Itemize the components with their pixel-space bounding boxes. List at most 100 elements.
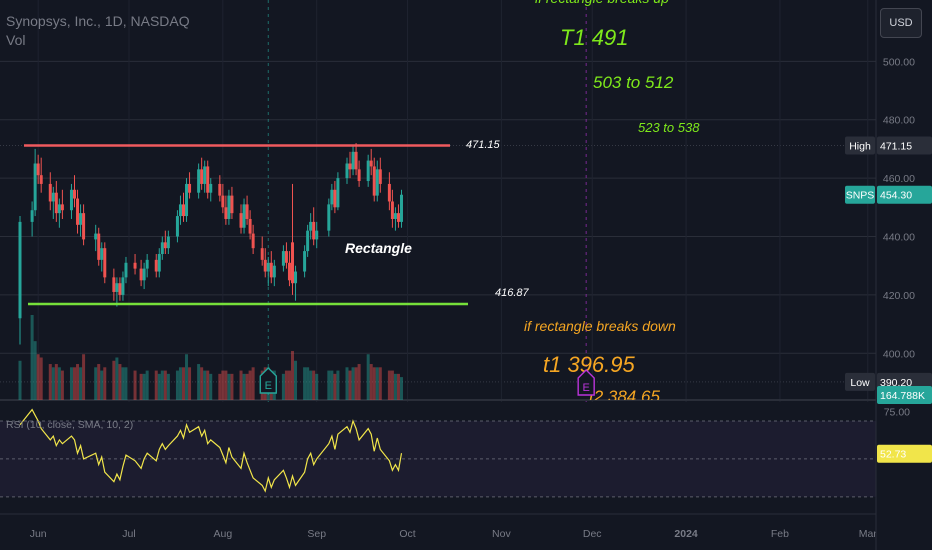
volume-bar [76, 364, 80, 400]
candle-body [309, 221, 313, 231]
candle-body [160, 242, 164, 255]
volume-bar [48, 364, 52, 400]
candle-body [200, 169, 204, 184]
candle-body [115, 283, 119, 292]
x-tick-label: Sep [307, 528, 326, 540]
candle-body [166, 236, 170, 249]
volume-label[interactable]: Vol [6, 32, 26, 48]
candle-body [375, 169, 379, 196]
price-axis-bg [876, 0, 932, 550]
candle-body [345, 163, 349, 179]
rsi-label[interactable]: RSI (10, close, SMA, 10, 2) [6, 419, 133, 431]
volume-bar [160, 370, 164, 400]
volume-bar [133, 370, 137, 400]
candle-body [306, 230, 310, 252]
volume-bar [287, 370, 291, 400]
resistance-value-label: 471.15 [466, 139, 501, 151]
volume-bar [178, 367, 182, 400]
rsi-line [19, 408, 403, 493]
volume-bar [82, 354, 86, 400]
volume-bar [175, 370, 179, 400]
candle-body [209, 183, 213, 193]
earnings-marker-label: E [265, 380, 272, 392]
price-badge: 164.788K [877, 386, 932, 404]
candle-body [39, 175, 43, 184]
volume-bar [224, 370, 228, 400]
volume-bar [309, 370, 313, 400]
volume-bar [206, 370, 210, 400]
price-badge: SNPS 454.30 [845, 185, 932, 204]
volume-bar [51, 367, 55, 400]
candle-body [142, 268, 146, 281]
candle-body [245, 204, 249, 219]
x-tick-label: Feb [771, 528, 789, 540]
volume-bar [239, 370, 243, 400]
volume-bar [351, 367, 355, 400]
candle-body [248, 218, 252, 234]
volume-bar [348, 370, 352, 400]
price-tick-label: 400.00 [883, 348, 915, 360]
candle-body [139, 268, 143, 281]
x-tick-label: Jun [30, 528, 47, 540]
volume-bar [221, 370, 225, 400]
symbol-title[interactable]: Synopsys, Inc., 1D, NASDAQ [6, 13, 190, 29]
volume-bar [336, 370, 340, 400]
badge-value: 52.73 [880, 449, 906, 461]
x-tick-label: Mar [859, 528, 878, 540]
candle-body [206, 166, 210, 193]
rsi-tick-label: 75.00 [884, 406, 910, 418]
candle-body [124, 262, 128, 278]
rectangle-label: Rectangle [345, 240, 412, 256]
target-2-up: 503 to 512 [593, 73, 674, 92]
candle-body [266, 262, 270, 272]
volume-bar [139, 373, 143, 400]
x-tick-label: Aug [214, 528, 233, 540]
volume-bar [115, 357, 119, 400]
candle-body [272, 265, 276, 278]
volume-bar [354, 367, 358, 400]
candle-body [51, 192, 55, 202]
volume-bar [39, 357, 43, 400]
price-tick-label: 500.00 [883, 56, 915, 68]
candle-body [369, 160, 373, 167]
candle-body [242, 204, 246, 228]
badge-value: 164.788K [880, 390, 925, 402]
earnings-marker[interactable]: E [259, 367, 277, 394]
volume-bar [103, 367, 107, 400]
volume-bar [188, 367, 192, 400]
earnings-marker[interactable]: E [577, 369, 595, 396]
candle-body [303, 251, 307, 272]
candle-body [97, 233, 101, 260]
candle-body [290, 242, 294, 284]
volume-bar [33, 341, 37, 400]
volume-bar [357, 364, 361, 400]
candle-body [118, 283, 122, 295]
candle-body [112, 277, 116, 292]
volume-bar [306, 367, 310, 400]
candle-body [396, 213, 400, 222]
candle-body [269, 262, 273, 278]
candle-body [18, 221, 22, 319]
breakout-down-title: if rectangle breaks down [524, 318, 676, 334]
candle-body [330, 189, 334, 205]
candle-body [224, 207, 228, 219]
volume-bar [79, 367, 83, 400]
volume-bar [166, 373, 170, 400]
candle-body [36, 163, 40, 176]
volume-bar [209, 373, 213, 400]
candle-body [72, 189, 76, 199]
candle-body [327, 204, 331, 231]
volume-bar [387, 370, 391, 400]
volume-bar [290, 350, 294, 400]
candle-body [287, 262, 291, 281]
candle-body [178, 204, 182, 217]
support-value-label: 416.87 [495, 287, 530, 299]
price-badge: 52.73 [877, 444, 932, 463]
candle-body [390, 201, 394, 219]
currency-button[interactable]: USD [880, 8, 922, 38]
volume-bar [327, 370, 331, 400]
candle-body [69, 189, 73, 211]
volume-bar [30, 315, 34, 400]
candle-body [121, 277, 125, 295]
